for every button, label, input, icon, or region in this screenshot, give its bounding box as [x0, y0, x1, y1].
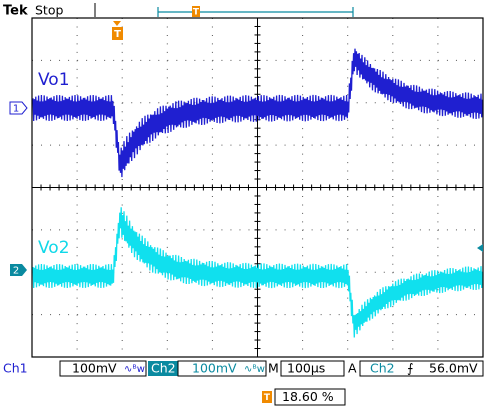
graticule — [31, 17, 484, 357]
ch1-name: Ch1 — [3, 361, 28, 376]
ch2-name: Ch2 — [151, 361, 176, 376]
timebase: 100µs — [287, 361, 325, 376]
brand: Tek — [3, 4, 28, 19]
ch1-bw: ∿ᴮw — [124, 364, 145, 375]
trigger-pos-t: T — [264, 393, 271, 403]
timebase-label: M — [268, 361, 279, 376]
ch1-marker: 1 — [13, 104, 19, 115]
ch2-trace — [32, 207, 484, 338]
trigger-level-marker — [477, 244, 483, 252]
trigger-pos-icon — [262, 391, 272, 403]
trigger-source: Ch2 — [370, 361, 395, 376]
graticule-border — [31, 17, 484, 358]
ch2-label: Vo2 — [38, 238, 70, 258]
ch2-name-box — [148, 361, 178, 376]
ch2-marker-box — [10, 264, 27, 276]
ch2-box — [177, 360, 267, 377]
trigger-t: T — [114, 29, 121, 40]
trigger-label: A — [348, 361, 357, 376]
ch2-bw: ∿ᴮw — [244, 364, 265, 375]
trigger-icon — [112, 27, 123, 40]
ch2-scale: 100mV — [192, 361, 237, 376]
ch2-marker: 2 — [13, 266, 19, 277]
ch1-scale: 100mV — [72, 361, 117, 376]
trigger-arrow — [113, 21, 121, 26]
ch1-marker-box — [9, 101, 28, 115]
trigger-level: 56.0mV — [429, 361, 478, 376]
record-trigger-t: T — [193, 8, 200, 18]
trigger-box — [359, 360, 484, 377]
record-trigger-icon — [192, 6, 200, 17]
ch1-box — [59, 360, 147, 377]
timebase-box — [280, 360, 345, 377]
traces — [32, 48, 484, 338]
ch1-trace — [32, 48, 484, 178]
ch1-label: Vo1 — [38, 70, 70, 90]
acq-status: Stop — [35, 3, 63, 18]
trigger-pos-value: 18.60 % — [282, 389, 334, 404]
trigger-slope: ⨍ — [407, 361, 414, 376]
trigger-pos-box — [274, 388, 346, 406]
record-bracket — [157, 7, 354, 17]
